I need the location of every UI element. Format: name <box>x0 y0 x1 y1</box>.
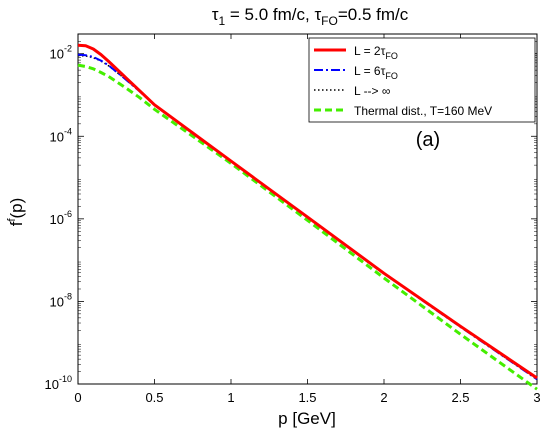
legend-label-3: Thermal dist., T=160 MeV <box>354 104 492 118</box>
legend-box <box>308 37 536 123</box>
x-tick-label: 0.5 <box>145 390 163 405</box>
x-axis-label: p [GeV] <box>278 409 336 428</box>
y-tick-label: 10-10 <box>45 374 72 392</box>
y-tick-label: 10-4 <box>50 126 72 144</box>
y-tick-label: 10-6 <box>50 209 72 227</box>
legend-label-1: L = 6τFO <box>354 64 398 81</box>
series-layer <box>77 43 538 391</box>
legend-label-2: L --> ∞ <box>354 84 390 98</box>
x-tick-label: 2 <box>380 390 387 405</box>
y-tick-label: 10-8 <box>50 291 72 309</box>
y-axis-label: ff(p) <box>6 198 26 227</box>
legend: L = 2τFO L = 6τFO L --> ∞ Thermal dist., T=… <box>308 37 536 123</box>
x-tick-label: 0 <box>74 390 81 405</box>
x-tick-label: 1.5 <box>298 390 316 405</box>
legend-label-0: L = 2τFO <box>354 44 398 61</box>
x-tick-label: 1 <box>227 390 234 405</box>
panel-label: (a) <box>416 129 440 151</box>
chart-title: τ1 = 5.0 fm/c, τFO=0.5 fm/c <box>212 5 409 28</box>
series-line-3 <box>77 63 538 391</box>
x-tick-label: 2.5 <box>451 390 469 405</box>
y-tick-label: 10-2 <box>50 44 72 62</box>
x-tick-label: 3 <box>533 390 540 405</box>
series-line-0 <box>77 43 538 380</box>
